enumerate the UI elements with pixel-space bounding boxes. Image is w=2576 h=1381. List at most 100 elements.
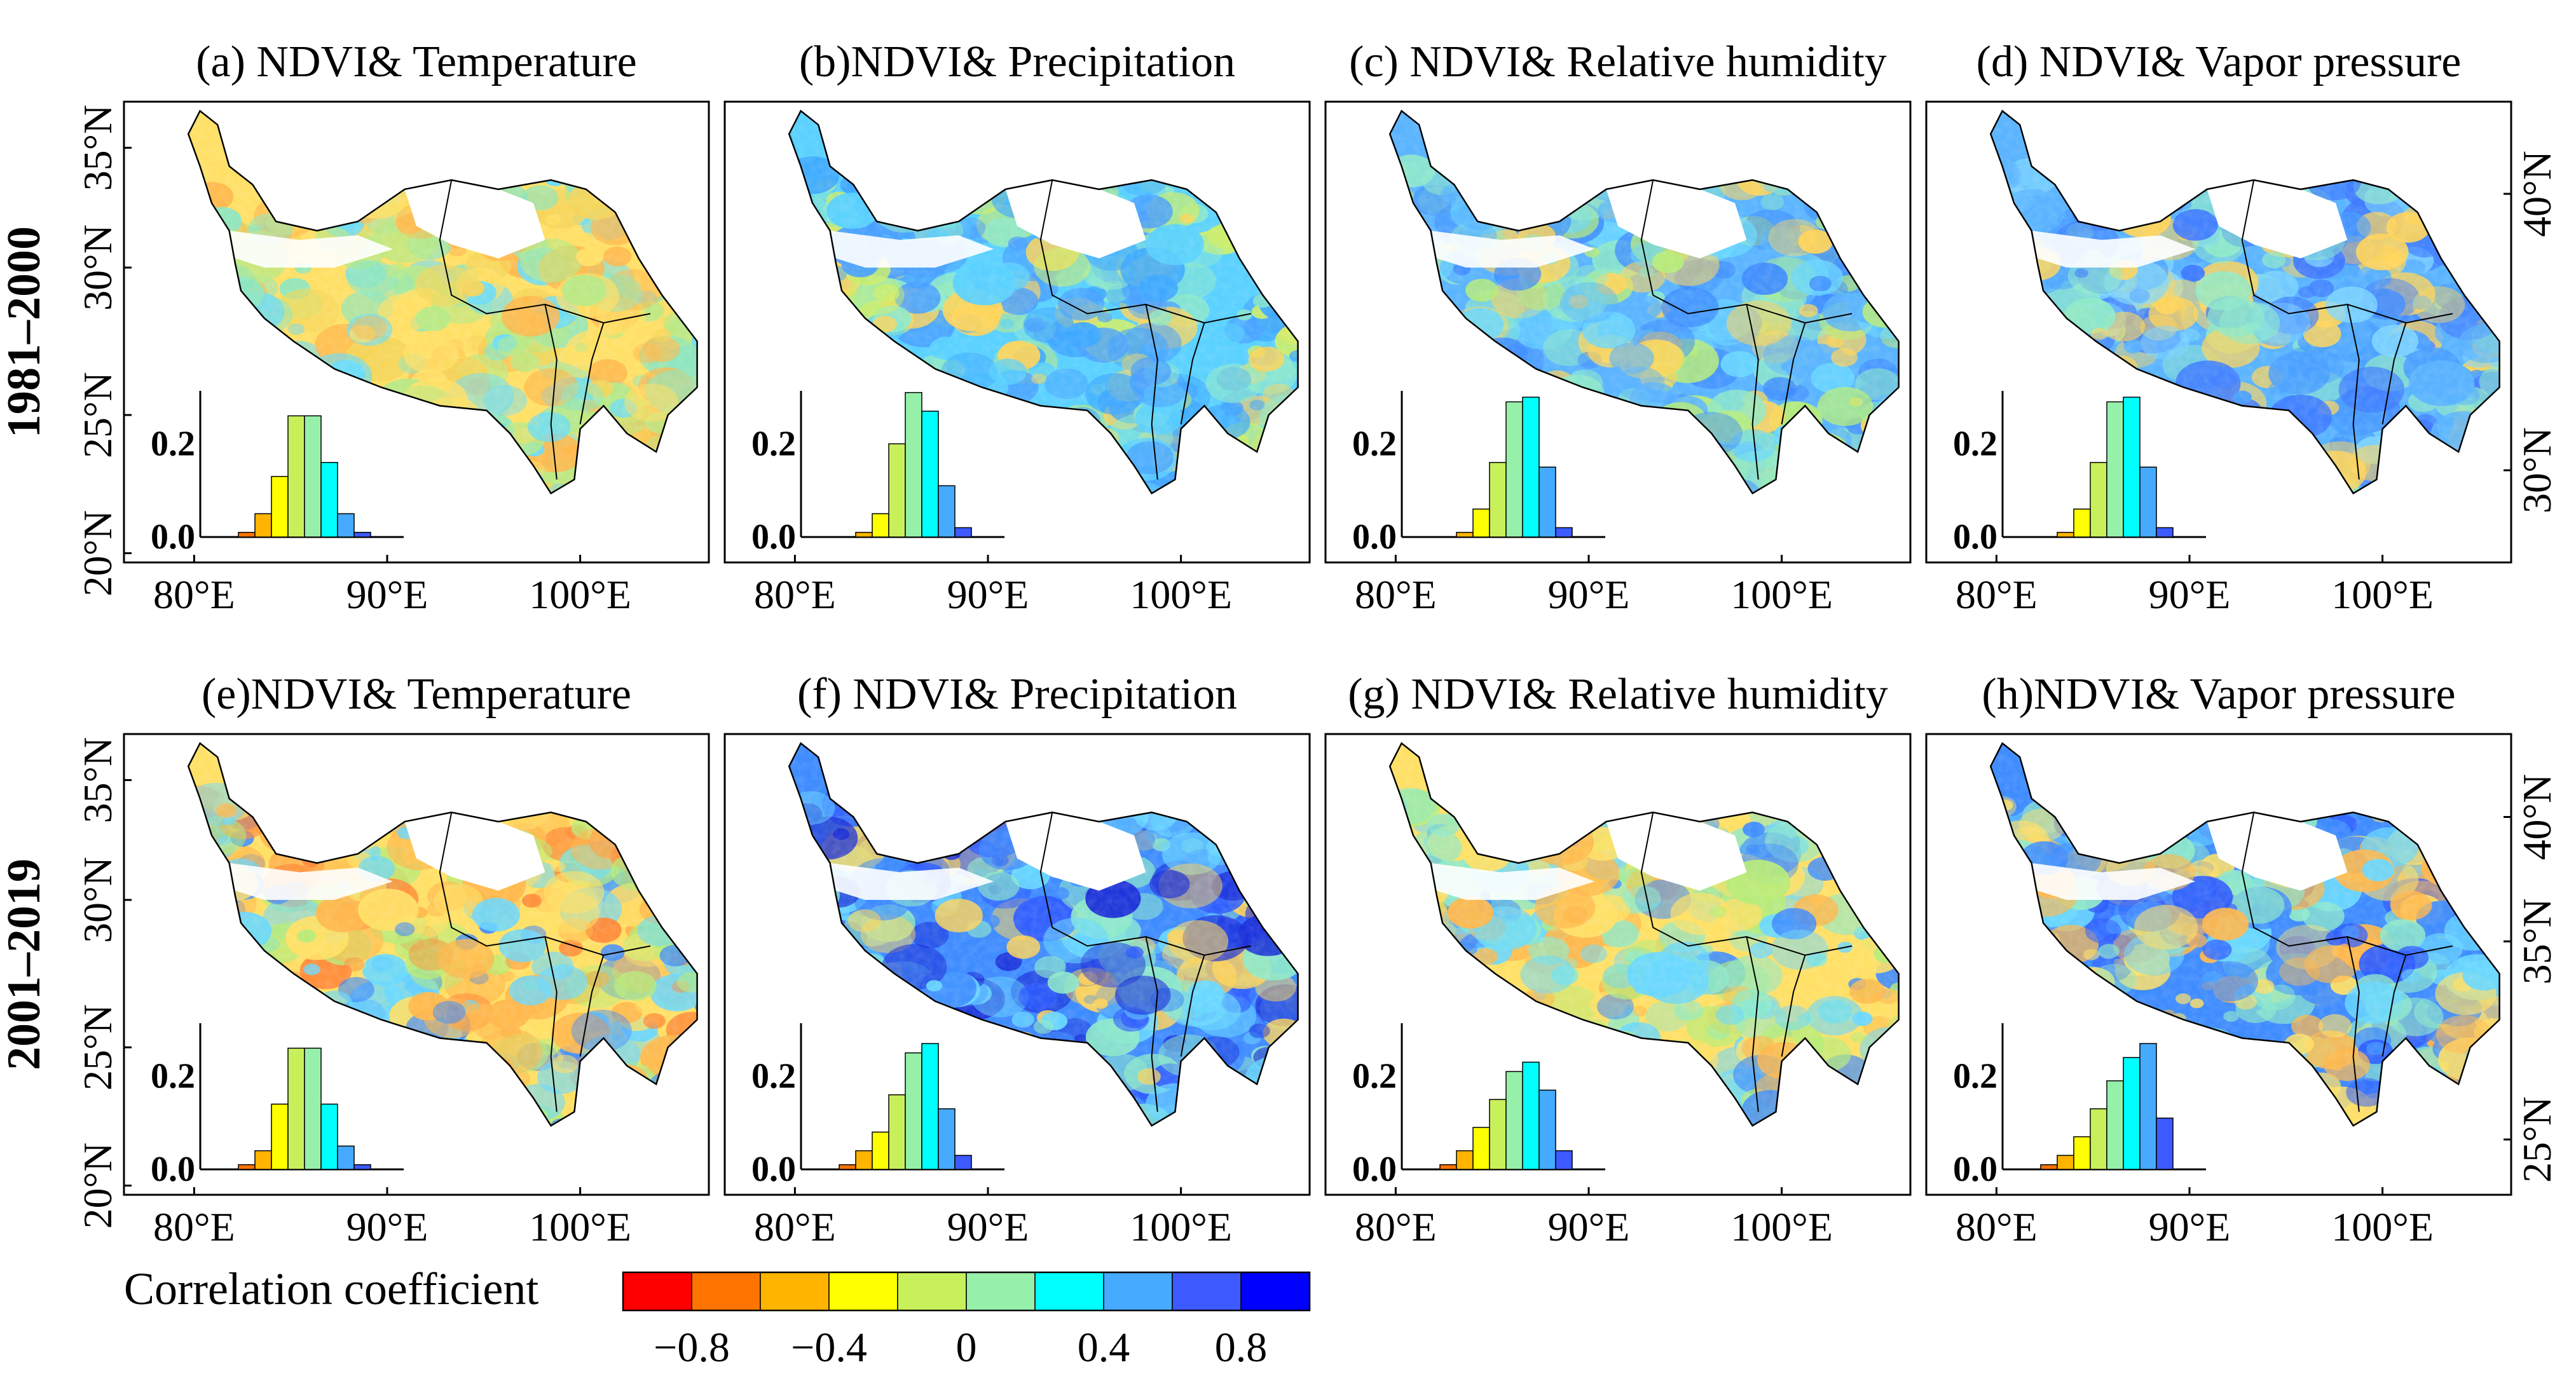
colorbar-tick-label: −0.4 [791,1324,867,1371]
panel-title: (e)NDVI& Temperature [202,670,631,719]
hist-bar [337,1145,355,1170]
panel-d: (d) NDVI& Vapor pressure 80°E 90°E 100°E 30°… [1925,37,2559,617]
hist-bar [254,1150,272,1170]
province-boundary [2381,322,2407,425]
province-boundary [544,304,558,480]
panel-title: (c) NDVI& Relative humidity [1349,37,1887,86]
hist-bar [2057,531,2074,538]
inset-histogram: 0.0 0.2 [751,1023,1004,1189]
hist-bar [2073,1136,2091,1170]
no-data-region [1005,812,1146,891]
plateau-boundary [788,742,1299,1127]
hist-bar [1505,401,1523,538]
plateau-boundary [187,742,698,1127]
hist-bar [2106,1080,2124,1170]
row-label: 2001–2019 [0,859,50,1070]
x-tick-label: 90°E [947,1204,1029,1249]
colorbar-tick-label: −0.8 [654,1324,730,1371]
x-tick-label: 100°E [2331,572,2434,617]
inset-histogram: 0.0 0.2 [151,1023,404,1189]
y-tick-label: 35°N [75,737,120,824]
y-tick-label: 35°N [2514,898,2559,984]
hist-bar [238,531,256,538]
hist-tick-label: 0.2 [151,1056,195,1096]
panel-title: (b)NDVI& Precipitation [799,37,1235,86]
panel-g: (g) NDVI& Relative humidity 80°E 90°E 100°E… [1324,670,1912,1249]
hist-bar [905,391,922,538]
inset-histogram: 0.0 0.2 [1352,1023,1605,1189]
colorbar-swatch [691,1272,761,1311]
y-tick-label: 30°N [75,857,120,943]
x-tick-label: 100°E [1130,572,1232,617]
hist-bar [254,513,272,538]
x-tick-label: 80°E [1355,1204,1437,1249]
no-data-region [1005,180,1146,259]
no-data-region [404,812,545,891]
panel-e: (e)NDVI& Temperature 80°E 90°E 100°E 20°N 25°… [75,670,710,1249]
colorbar-tick-label: 0.8 [1215,1324,1268,1371]
hist-tick-label: 0.0 [751,517,796,557]
province-boundary [1180,322,1205,425]
plateau-boundary [788,109,1299,494]
panel-a: (a) NDVI& Temperature 80°E 90°E 100°E 20°N 25… [75,37,710,617]
panel-title: (a) NDVI& Temperature [196,37,637,86]
colorbar-swatch [1240,1272,1310,1311]
hist-bar [353,531,371,538]
panel-c: (c) NDVI& Relative humidity 80°E 90°E 100°E… [1324,37,1912,617]
no-data-region [2207,812,2348,891]
hist-bar [872,1131,889,1170]
plateau-boundary [1388,109,1900,494]
province-boundary [1781,322,1806,425]
hist-tick-label: 0.0 [1352,1150,1397,1189]
hist-tick-label: 0.0 [751,1150,796,1189]
colorbar-swatch [828,1272,898,1311]
hist-bar [855,1150,873,1170]
hist-bar [2106,401,2124,538]
y-tick-label: 40°N [2514,151,2559,237]
plateau-boundary [1388,742,1900,1127]
y-tick-label: 20°N [75,1143,120,1229]
hist-bar [1472,508,1490,538]
hist-tick-label: 0.0 [151,1150,195,1189]
row-label: 1981–2000 [0,226,50,438]
province-boundary [2381,955,2407,1057]
hist-bar [1456,1150,1474,1170]
hist-bar [2073,508,2091,538]
province-boundary [1145,304,1158,480]
hist-bar [2057,1155,2074,1170]
hist-bar [921,1043,939,1170]
hist-bar [287,1047,305,1170]
y-tick-label: 25°N [75,1004,120,1091]
hist-tick-label: 0.0 [1953,517,1997,557]
x-tick-label: 100°E [1130,1204,1232,1249]
colorbar-swatch [622,1272,692,1311]
x-tick-label: 90°E [947,572,1029,617]
hist-bar [2156,1117,2174,1170]
hist-bar [872,513,889,538]
province-boundary [544,936,558,1112]
no-data-region [1606,180,1747,259]
colorbar-swatch [897,1272,967,1311]
hist-bar [954,527,972,538]
inset-histogram: 0.0 0.2 [151,391,404,557]
panel-title: (d) NDVI& Vapor pressure [1977,37,2462,86]
panels-layer: (a) NDVI& Temperature 80°E 90°E 100°E 20°N 25… [75,37,2559,1249]
hist-bar [271,475,289,538]
colorbar-swatch [1034,1272,1104,1311]
hist-bar [2123,1057,2141,1170]
x-tick-label: 80°E [1355,572,1437,617]
y-tick-label: 40°N [2514,774,2559,861]
hist-bar [938,485,956,538]
province-boundary [2346,936,2360,1112]
hist-bar [855,531,873,538]
hist-bar [353,1164,371,1170]
y-tick-label: 25°N [2514,1096,2559,1183]
hist-bar [271,1103,289,1170]
hist-bar [2123,397,2141,538]
colorbar: Correlation coefficient −0.8 −0.4 0 0.4 0.8 [124,1263,1311,1371]
row-labels: 1981–2000 2001–2019 [0,226,50,1070]
panel-title: (g) NDVI& Relative humidity [1348,670,1888,719]
inset-histogram: 0.0 0.2 [1953,1023,2206,1189]
hist-bar [304,415,322,538]
